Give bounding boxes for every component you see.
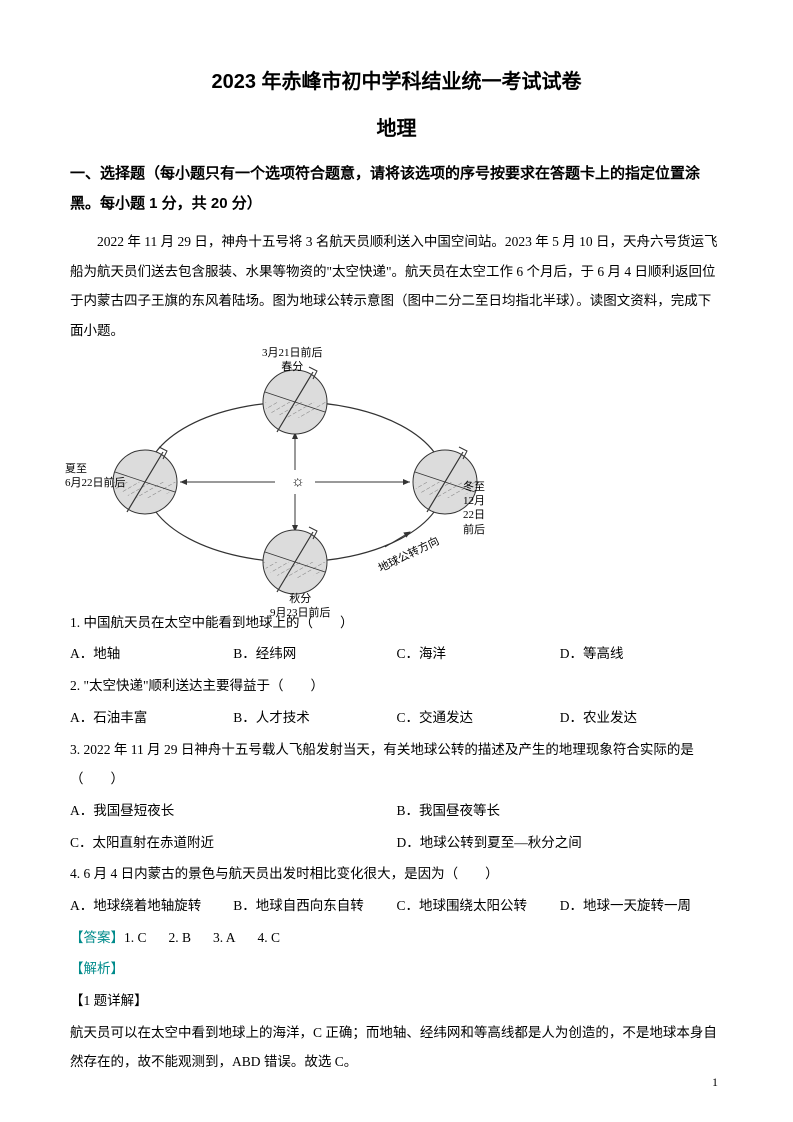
- question-1-options: A．地轴 B．经纬网 C．海洋 D．等高线: [70, 639, 723, 669]
- explanation-text: 航天员可以在太空中看到地球上的海洋，C 正确；而地轴、经纬网和等高线都是人为创造…: [70, 1018, 723, 1077]
- q4-opt-a: A．地球绕着地轴旋转: [70, 891, 233, 921]
- answer-1: 1. C: [124, 930, 147, 945]
- answer-3: 3. A: [213, 930, 236, 945]
- question-4-options: A．地球绕着地轴旋转 B．地球自西向东自转 C．地球围绕太阳公转 D．地球一天旋…: [70, 891, 723, 921]
- earth-orbit-diagram: ☼: [100, 352, 490, 602]
- q1-opt-a: A．地轴: [70, 639, 233, 669]
- q2-opt-c: C．交通发达: [397, 703, 560, 733]
- q3-opt-a: A．我国昼短夜长: [70, 796, 397, 826]
- q3-opt-b: B．我国昼夜等长: [397, 796, 724, 826]
- label-right: 冬至12月22日前后: [463, 480, 490, 537]
- question-3: 3. 2022 年 11 月 29 日神舟十五号载人飞船发射当天，有关地球公转的…: [70, 735, 723, 794]
- q4-opt-c: C．地球围绕太阳公转: [397, 891, 560, 921]
- answer-4: 4. C: [258, 930, 281, 945]
- globe-top: [263, 367, 327, 434]
- question-2: 2. "太空快递"顺利送达主要得益于（ ）: [70, 671, 723, 701]
- label-left: 夏至6月22日前后: [65, 462, 126, 491]
- answer-2: 2. B: [169, 930, 192, 945]
- q1-opt-c: C．海洋: [397, 639, 560, 669]
- q2-opt-b: B．人才技术: [233, 703, 396, 733]
- question-1: 1. 中国航天员在太空中能看到地球上的（ ）: [70, 608, 723, 638]
- exam-title: 2023 年赤峰市初中学科结业统一考试试卷: [70, 65, 723, 94]
- subject-title: 地理: [70, 112, 723, 141]
- label-bottom: 秋分9月23日前后: [270, 592, 331, 621]
- q2-opt-a: A．石油丰富: [70, 703, 233, 733]
- question-3-options-row2: C．太阳直射在赤道附近 D．地球公转到夏至—秋分之间: [70, 828, 723, 858]
- q3-opt-c: C．太阳直射在赤道附近: [70, 828, 397, 858]
- q2-opt-d: D．农业发达: [560, 703, 723, 733]
- q4-opt-d: D．地球一天旋转一周: [560, 891, 723, 921]
- q1-opt-b: B．经纬网: [233, 639, 396, 669]
- question-3-options-row1: A．我国昼短夜长 B．我国昼夜等长: [70, 796, 723, 826]
- q3-opt-d: D．地球公转到夏至—秋分之间: [397, 828, 724, 858]
- answer-label: 【答案】: [70, 930, 124, 945]
- page-number: 1: [712, 1075, 718, 1090]
- question-2-options: A．石油丰富 B．人才技术 C．交通发达 D．农业发达: [70, 703, 723, 733]
- passage-text: 2022 年 11 月 29 日，神舟十五号将 3 名航天员顺利送入中国空间站。…: [70, 227, 723, 346]
- q1-opt-d: D．等高线: [560, 639, 723, 669]
- section-heading: 一、选择题（每小题只有一个选项符合题意，请将该选项的序号按要求在答题卡上的指定位…: [70, 159, 723, 219]
- detail-label: 【1 题详解】: [70, 986, 723, 1016]
- globe-bottom: [263, 527, 327, 594]
- sun-icon: ☼: [291, 474, 305, 490]
- q4-opt-b: B．地球自西向东自转: [233, 891, 396, 921]
- answer-block: 【答案】1. C 2. B 3. A 4. C: [70, 923, 723, 953]
- analysis-label: 【解析】: [70, 954, 723, 984]
- question-4: 4. 6 月 4 日内蒙古的景色与航天员出发时相比变化很大，是因为（ ）: [70, 859, 723, 889]
- label-top: 3月21日前后春分: [262, 346, 323, 375]
